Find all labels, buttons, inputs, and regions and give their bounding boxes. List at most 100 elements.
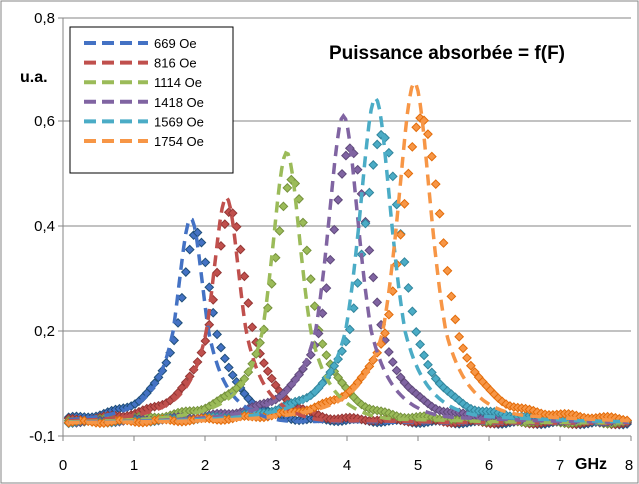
y-tick-label: 0,6: [34, 113, 55, 130]
legend-label: 816 Oe: [154, 56, 197, 71]
data-point: [317, 339, 328, 349]
legend-label: 669 Oe: [154, 36, 197, 51]
data-point: [423, 129, 433, 140]
series-line: [68, 194, 629, 426]
data-point: [383, 347, 394, 357]
data-point: [333, 372, 344, 383]
data-point: [372, 297, 383, 308]
legend-label: 1418 Oe: [154, 95, 204, 110]
data-point: [454, 331, 465, 342]
data-point: [423, 359, 433, 370]
data-point: [430, 179, 441, 190]
legend-label: 1114 Oe: [154, 75, 202, 90]
data-point: [321, 350, 332, 361]
data-point: [403, 283, 414, 293]
axes: -0,1 0,2 0,4 0,6 0,8 0 1 2 3 4 5 6 7 8: [29, 10, 633, 474]
legend-item: 1418 Oe: [84, 95, 204, 110]
data-point: [247, 322, 258, 333]
x-tick-label: 7: [556, 457, 564, 474]
data-point: [419, 350, 429, 361]
data-point: [387, 357, 398, 367]
x-tick-label: 6: [485, 457, 493, 474]
data-point: [266, 373, 277, 384]
data-point: [309, 301, 320, 312]
data-point: [368, 272, 379, 283]
x-tick-label: 8: [625, 457, 633, 474]
data-point: [364, 245, 375, 256]
series-layer: [63, 80, 633, 430]
x-tick-label: 2: [201, 457, 209, 474]
data-point: [380, 328, 390, 339]
data-point: [395, 229, 406, 240]
data-point: [462, 352, 472, 363]
y-tick-label: -0,1: [29, 428, 55, 445]
legend-item: 816 Oe: [84, 56, 197, 71]
data-point: [243, 298, 254, 308]
legend-box: [69, 26, 234, 174]
data-point: [411, 122, 422, 133]
legend-label: 1754 Oe: [154, 134, 204, 149]
data-point: [469, 367, 480, 377]
legend-item: 1114 Oe: [84, 75, 202, 90]
data-point: [329, 224, 340, 235]
data-point: [161, 357, 172, 368]
x-tick-label: 1: [130, 457, 138, 474]
series-line: [68, 150, 629, 425]
data-point: [301, 245, 312, 256]
data-point: [458, 343, 468, 354]
data-point: [352, 278, 363, 288]
data-point: [387, 171, 398, 182]
data-point: [399, 257, 410, 267]
x-tick-label: 5: [414, 457, 422, 474]
data-point: [305, 349, 316, 360]
data-point: [305, 274, 316, 284]
data-point: [274, 226, 285, 236]
data-point: [337, 169, 347, 179]
x-axis-label: GHz: [575, 456, 607, 473]
series-line: [68, 80, 629, 425]
data-point: [282, 183, 293, 193]
legend: 669 Oe 816 Oe 1114 Oe 1418 Oe 1569 Oe 1754 Oe: [69, 26, 234, 174]
data-point: [235, 244, 246, 255]
y-tick-label: 0,8: [34, 10, 55, 27]
y-tick-label: 0,2: [34, 323, 55, 340]
data-point: [219, 219, 230, 230]
data-point: [391, 365, 402, 376]
data-point: [465, 360, 476, 371]
data-point: [223, 362, 234, 373]
legend-item: 669 Oe: [84, 36, 197, 51]
data-point: [200, 336, 211, 346]
data-point: [415, 339, 426, 350]
data-point: [426, 151, 437, 162]
data-point: [352, 164, 363, 175]
data-point: [216, 342, 226, 353]
data-point: [259, 358, 269, 369]
data-point: [360, 218, 371, 229]
data-point: [442, 265, 453, 276]
data-point: [204, 282, 215, 293]
data-point: [372, 139, 383, 150]
data-point: [411, 327, 422, 337]
legend-label: 1569 Oe: [154, 114, 204, 129]
data-point: [298, 217, 308, 228]
x-tick-label: 0: [59, 457, 67, 474]
legend-item: 1754 Oe: [84, 134, 204, 149]
data-point: [407, 141, 418, 152]
chart-title: Puissance absorbée = f(F): [329, 43, 565, 64]
data-point: [227, 370, 238, 381]
data-point: [450, 314, 461, 325]
data-point: [399, 198, 410, 209]
data-point: [426, 367, 437, 378]
y-axis-label: u.a.: [20, 69, 48, 86]
data-point: [329, 361, 340, 371]
data-point: [446, 291, 457, 302]
data-point: [438, 238, 449, 248]
data-point: [262, 366, 273, 377]
legend-item: 1569 Oe: [84, 114, 204, 129]
data-point: [270, 380, 281, 390]
data-point: [395, 372, 406, 383]
data-point: [180, 267, 191, 277]
data-point: [407, 306, 418, 317]
